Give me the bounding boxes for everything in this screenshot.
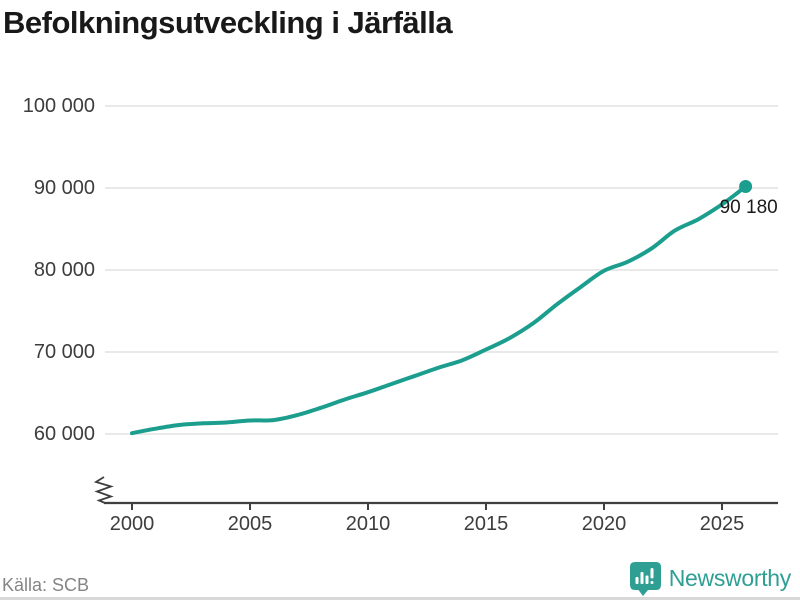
latest-value-label: 90 180 <box>719 196 778 218</box>
x-tick-label: 2005 <box>227 513 273 535</box>
x-tick-label: 2015 <box>463 513 509 535</box>
y-axis-break-squiggle <box>93 476 114 504</box>
x-tick-label: 2020 <box>581 513 627 535</box>
newsworthy-bar-chart-bubble-icon <box>629 562 661 596</box>
x-tick-label: 2025 <box>699 513 745 535</box>
x-tick-label: 2000 <box>109 513 155 535</box>
source-caption: Källa: SCB <box>2 575 90 595</box>
population-line <box>130 184 748 436</box>
x-axis-ticks <box>131 503 723 510</box>
y-tick-label: 60 000 <box>33 423 95 445</box>
y-tick-label: 70 000 <box>33 341 95 363</box>
y-tick-label: 90 000 <box>33 177 95 199</box>
y-tick-label: 100 000 <box>22 95 95 117</box>
page-title: Befolkningsutveckling i Järfälla <box>3 5 453 40</box>
latest-value-dot <box>739 180 753 193</box>
x-tick-label: 2010 <box>345 513 391 535</box>
bottom-edge-bar <box>0 597 800 600</box>
newsworthy-logo[interactable]: Newsworthy <box>629 561 791 596</box>
newsworthy-wordmark: Newsworthy <box>668 565 792 591</box>
y-tick-label: 80 000 <box>33 259 95 281</box>
y-gridlines <box>105 105 778 435</box>
